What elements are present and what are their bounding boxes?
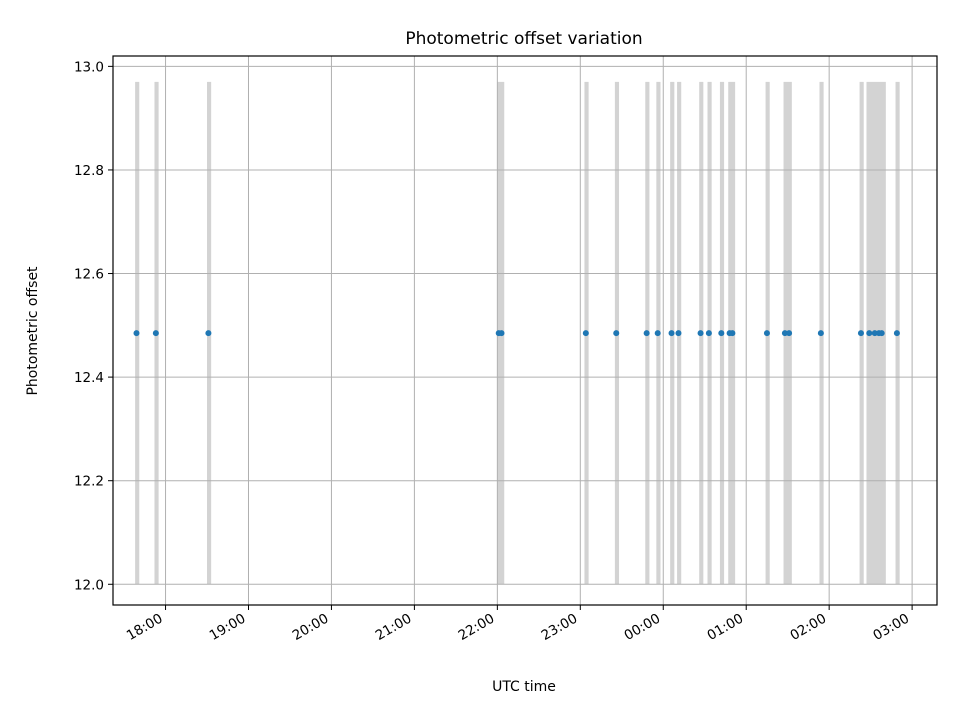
data-point [697, 330, 704, 337]
data-point [786, 330, 793, 337]
data-point [763, 330, 770, 337]
data-point [643, 330, 650, 337]
data-point [675, 330, 682, 337]
data-point [871, 330, 878, 337]
data-point [668, 330, 675, 337]
data-point [613, 330, 620, 337]
data-point [817, 330, 824, 337]
data-point [857, 330, 864, 337]
data-point [781, 330, 788, 337]
y-tick-label: 12.0 [74, 577, 104, 593]
y-tick-label: 12.8 [74, 163, 104, 179]
y-axis-ticks: 12.0 12.2 12.4 12.6 12.8 13.0 [74, 59, 113, 593]
data-point [205, 330, 212, 337]
plot-frame [112, 55, 938, 606]
data-point [866, 330, 873, 337]
x-axis-label: UTC time [492, 679, 556, 695]
data-point [878, 330, 885, 337]
grid-lines [113, 56, 937, 605]
data-point [893, 330, 900, 337]
chart-title: Photometric offset variation [405, 29, 642, 49]
data-point [133, 330, 140, 337]
y-tick-label: 12.6 [74, 267, 104, 283]
data-point [729, 330, 736, 337]
data-point [498, 330, 505, 337]
data-point [654, 330, 661, 337]
data-point [705, 330, 712, 337]
data-point [718, 330, 725, 337]
y-tick-label: 12.4 [74, 370, 104, 386]
data-point [152, 330, 159, 337]
data-points [133, 330, 900, 337]
y-axis-label: Photometric offset [25, 266, 41, 396]
data-point [582, 330, 589, 337]
y-tick-label: 12.2 [74, 474, 104, 490]
y-tick-label: 13.0 [74, 59, 104, 75]
